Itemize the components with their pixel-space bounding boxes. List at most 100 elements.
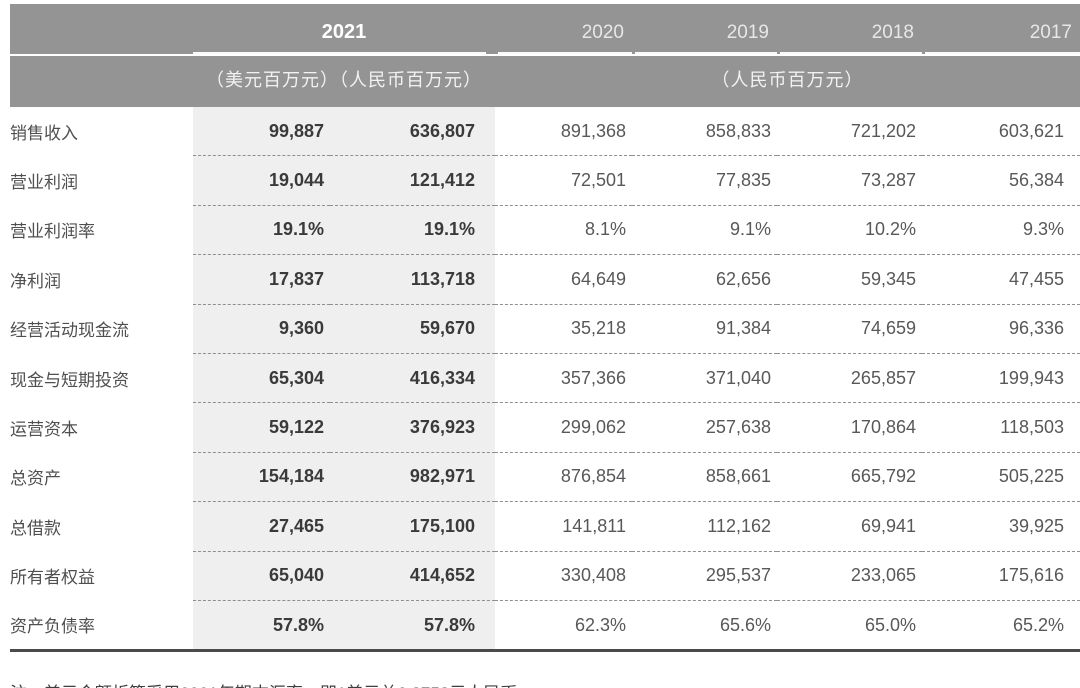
year-2018-cell: 65.0% — [777, 600, 922, 653]
table-body: 销售收入 99,887 636,807 891,368 858,833 721,… — [10, 107, 1080, 653]
usd-2021-cell: 65,040 — [193, 551, 330, 601]
year-2020-cell: 330,408 — [495, 551, 632, 601]
table-row: 营业利润 19,044 121,412 72,501 77,835 73,287… — [10, 155, 1080, 206]
year-2017-cell: 9.3% — [922, 205, 1080, 256]
header-year-2018: 2018 — [777, 4, 922, 56]
row-label: 销售收入 — [10, 107, 193, 156]
year-2019-cell: 9.1% — [632, 205, 777, 256]
row-label: 总借款 — [10, 501, 193, 552]
rmb-2021-cell: 175,100 — [330, 501, 495, 552]
year-2019-cell: 112,162 — [632, 501, 777, 552]
rmb-2021-cell: 59,670 — [330, 304, 495, 354]
usd-2021-cell: 65,304 — [193, 353, 330, 404]
year-2018-cell: 10.2% — [777, 205, 922, 256]
header-unit-corner-cell — [10, 55, 193, 107]
year-2017-cell: 505,225 — [922, 452, 1080, 503]
table-row: 运营资本 59,122 376,923 299,062 257,638 170,… — [10, 402, 1080, 453]
table-header: 2021 2020 2019 2018 2017 （美元百万元）（人民币百万元）… — [10, 4, 1080, 107]
table-row: 总借款 27,465 175,100 141,811 112,162 69,94… — [10, 501, 1080, 552]
row-label: 现金与短期投资 — [10, 353, 193, 403]
header-corner-cell — [10, 4, 193, 56]
table-row: 经营活动现金流 9,360 59,670 35,218 91,384 74,65… — [10, 304, 1080, 354]
table-row: 所有者权益 65,040 414,652 330,408 295,537 233… — [10, 551, 1080, 601]
rmb-2021-cell: 57.8% — [330, 600, 495, 653]
year-2020-cell: 299,062 — [495, 402, 632, 453]
year-2019-cell: 62,656 — [632, 254, 777, 305]
header-year-2021: 2021 — [193, 4, 495, 56]
row-label: 所有者权益 — [10, 551, 193, 601]
year-2019-cell: 77,835 — [632, 155, 777, 206]
year-2020-cell: 64,649 — [495, 254, 632, 305]
year-2017-cell: 47,455 — [922, 254, 1080, 305]
table-row: 营业利润率 19.1% 19.1% 8.1% 9.1% 10.2% 9.3% — [10, 205, 1080, 256]
usd-2021-cell: 99,887 — [193, 107, 330, 157]
header-unit-row: （美元百万元）（人民币百万元） （人民币百万元） — [10, 55, 1080, 107]
table-row: 净利润 17,837 113,718 64,649 62,656 59,345 … — [10, 254, 1080, 305]
row-label: 经营活动现金流 — [10, 304, 193, 354]
year-2018-cell: 665,792 — [777, 452, 922, 503]
rmb-2021-cell: 19.1% — [330, 205, 495, 256]
year-2019-cell: 257,638 — [632, 402, 777, 453]
rmb-2021-cell: 416,334 — [330, 353, 495, 404]
header-unit-2021: （美元百万元）（人民币百万元） — [193, 55, 495, 107]
usd-2021-cell: 154,184 — [193, 452, 330, 503]
row-label: 净利润 — [10, 254, 193, 305]
financial-summary-table: 2021 2020 2019 2018 2017 （美元百万元）（人民币百万元）… — [10, 4, 1080, 653]
year-2018-cell: 69,941 — [777, 501, 922, 552]
year-2018-cell: 721,202 — [777, 107, 922, 157]
year-2018-cell: 170,864 — [777, 402, 922, 453]
year-2018-cell: 233,065 — [777, 551, 922, 601]
rmb-2021-cell: 376,923 — [330, 402, 495, 453]
rmb-2021-cell: 982,971 — [330, 452, 495, 503]
rmb-2021-cell: 121,412 — [330, 155, 495, 206]
year-2017-cell: 65.2% — [922, 600, 1080, 653]
usd-2021-cell: 57.8% — [193, 600, 330, 653]
year-2019-cell: 65.6% — [632, 600, 777, 653]
year-2019-cell: 858,833 — [632, 107, 777, 157]
usd-2021-cell: 19,044 — [193, 155, 330, 206]
usd-2021-cell: 19.1% — [193, 205, 330, 256]
year-2017-cell: 56,384 — [922, 155, 1080, 206]
year-2020-cell: 141,811 — [495, 501, 632, 552]
year-2017-cell: 199,943 — [922, 353, 1080, 404]
table-row: 现金与短期投资 65,304 416,334 357,366 371,040 2… — [10, 353, 1080, 404]
footnote: 注：美元金额折算采用2021年期末汇率，即1美元兑6.3753元人民币。 — [10, 679, 1080, 688]
year-2018-cell: 74,659 — [777, 304, 922, 354]
header-year-row: 2021 2020 2019 2018 2017 — [10, 4, 1080, 56]
year-2020-cell: 62.3% — [495, 600, 632, 653]
rmb-2021-cell: 414,652 — [330, 551, 495, 601]
row-label: 营业利润率 — [10, 205, 193, 255]
year-2020-cell: 72,501 — [495, 155, 632, 206]
year-2018-cell: 59,345 — [777, 254, 922, 305]
year-2019-cell: 91,384 — [632, 304, 777, 354]
year-2017-cell: 603,621 — [922, 107, 1080, 157]
year-2017-cell: 39,925 — [922, 501, 1080, 552]
header-year-2019: 2019 — [632, 4, 777, 56]
usd-2021-cell: 27,465 — [193, 501, 330, 552]
row-label: 运营资本 — [10, 402, 193, 453]
table-row: 总资产 154,184 982,971 876,854 858,661 665,… — [10, 452, 1080, 503]
year-2019-cell: 295,537 — [632, 551, 777, 601]
usd-2021-cell: 17,837 — [193, 254, 330, 305]
header-year-2017: 2017 — [922, 4, 1080, 56]
row-label: 资产负债率 — [10, 600, 193, 653]
year-2018-cell: 73,287 — [777, 155, 922, 206]
usd-2021-cell: 9,360 — [193, 304, 330, 354]
rmb-2021-cell: 113,718 — [330, 254, 495, 305]
header-unit-other: （人民币百万元） — [495, 55, 1080, 107]
table-wrap: 2021 2020 2019 2018 2017 （美元百万元）（人民币百万元）… — [10, 4, 1080, 688]
table-row: 销售收入 99,887 636,807 891,368 858,833 721,… — [10, 107, 1080, 157]
rmb-2021-cell: 636,807 — [330, 107, 495, 157]
row-label: 营业利润 — [10, 155, 193, 206]
usd-2021-cell: 59,122 — [193, 402, 330, 453]
year-2020-cell: 876,854 — [495, 452, 632, 503]
year-2017-cell: 96,336 — [922, 304, 1080, 354]
year-2020-cell: 891,368 — [495, 107, 632, 157]
year-2020-cell: 35,218 — [495, 304, 632, 354]
header-year-2020: 2020 — [495, 4, 632, 56]
year-2017-cell: 118,503 — [922, 402, 1080, 453]
year-2019-cell: 371,040 — [632, 353, 777, 404]
year-2019-cell: 858,661 — [632, 452, 777, 503]
year-2020-cell: 357,366 — [495, 353, 632, 404]
